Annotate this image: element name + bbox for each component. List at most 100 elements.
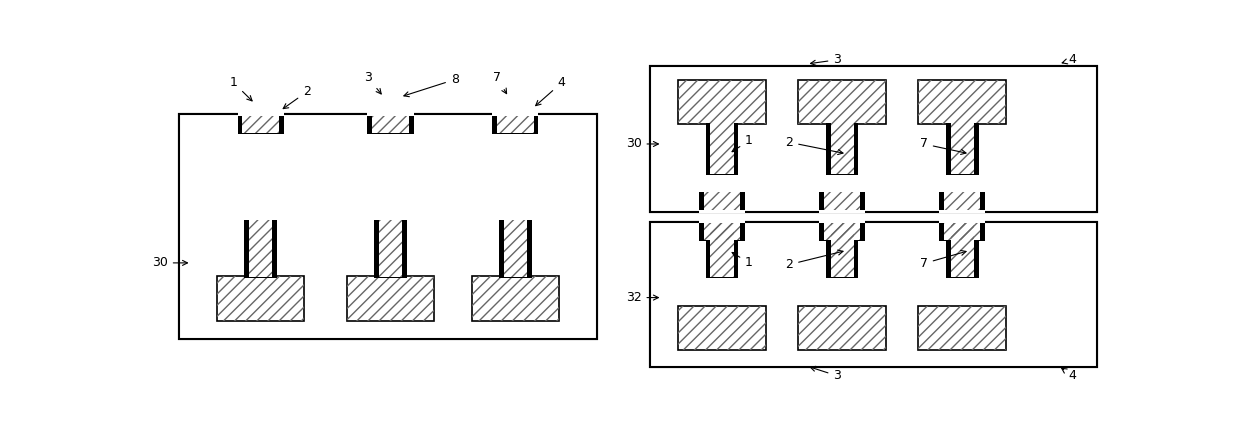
Bar bbox=[704, 220, 740, 240]
Bar bbox=[939, 210, 986, 213]
Bar bbox=[820, 220, 866, 223]
Text: 32: 32 bbox=[626, 291, 658, 304]
Bar bbox=[699, 210, 745, 213]
Bar bbox=[711, 222, 734, 277]
Bar bbox=[472, 276, 558, 321]
Text: 4: 4 bbox=[536, 76, 565, 106]
Bar bbox=[706, 123, 738, 175]
Bar bbox=[939, 220, 986, 242]
Text: 1: 1 bbox=[732, 134, 753, 152]
Text: 8: 8 bbox=[404, 73, 459, 97]
Bar bbox=[367, 112, 413, 115]
Bar bbox=[944, 192, 981, 212]
Bar bbox=[704, 220, 740, 240]
Bar bbox=[946, 222, 978, 278]
Bar bbox=[678, 79, 766, 124]
Text: 7: 7 bbox=[920, 137, 966, 154]
Bar bbox=[711, 123, 734, 174]
Bar bbox=[831, 123, 853, 174]
Bar bbox=[918, 306, 1007, 350]
Text: 7: 7 bbox=[494, 71, 507, 94]
Bar bbox=[503, 220, 527, 277]
Bar bbox=[179, 114, 598, 339]
Text: 2: 2 bbox=[785, 250, 843, 271]
Bar bbox=[249, 220, 273, 277]
Bar bbox=[823, 220, 861, 240]
Text: 1: 1 bbox=[229, 76, 252, 101]
Bar bbox=[179, 114, 598, 339]
Bar bbox=[249, 220, 273, 277]
Bar bbox=[497, 112, 533, 133]
Bar bbox=[367, 112, 413, 115]
Bar bbox=[379, 220, 402, 277]
Bar bbox=[918, 79, 1007, 124]
Bar bbox=[238, 112, 284, 115]
Bar bbox=[826, 222, 858, 278]
Bar bbox=[797, 306, 887, 350]
Text: 7: 7 bbox=[920, 251, 966, 270]
Text: 2: 2 bbox=[283, 85, 311, 109]
Bar bbox=[944, 192, 981, 212]
Bar bbox=[918, 306, 1007, 350]
Bar bbox=[706, 222, 738, 278]
Text: 3: 3 bbox=[365, 71, 381, 94]
Bar bbox=[243, 112, 279, 133]
Bar bbox=[238, 112, 284, 134]
Bar bbox=[820, 220, 866, 223]
Bar bbox=[244, 220, 277, 278]
Bar bbox=[497, 112, 533, 133]
Bar bbox=[951, 123, 973, 174]
Bar bbox=[939, 220, 986, 223]
Bar bbox=[372, 112, 409, 133]
Bar bbox=[367, 112, 413, 134]
Bar bbox=[492, 112, 538, 134]
Bar bbox=[820, 220, 866, 242]
Text: 30: 30 bbox=[626, 137, 658, 151]
Bar bbox=[704, 192, 740, 212]
Bar bbox=[347, 276, 434, 321]
Bar bbox=[492, 112, 538, 115]
Text: 4: 4 bbox=[1061, 368, 1076, 382]
Bar bbox=[831, 123, 853, 174]
Bar bbox=[820, 210, 866, 213]
Bar bbox=[951, 222, 973, 277]
Bar bbox=[238, 112, 284, 115]
Bar bbox=[650, 222, 1096, 367]
Bar bbox=[944, 220, 981, 240]
Bar bbox=[939, 220, 986, 223]
Text: 1: 1 bbox=[732, 252, 753, 269]
Bar bbox=[498, 220, 532, 278]
Bar bbox=[831, 222, 853, 277]
Bar bbox=[650, 222, 1096, 367]
Bar bbox=[711, 222, 734, 277]
Text: 3: 3 bbox=[811, 53, 841, 66]
Bar bbox=[374, 220, 407, 278]
Bar bbox=[823, 220, 861, 240]
Bar bbox=[797, 306, 887, 350]
Bar bbox=[699, 220, 745, 223]
Bar bbox=[797, 79, 887, 124]
Bar bbox=[944, 220, 981, 240]
Bar bbox=[820, 192, 866, 213]
Bar bbox=[678, 306, 766, 350]
Text: 30: 30 bbox=[151, 257, 187, 269]
Bar bbox=[797, 79, 887, 124]
Bar bbox=[678, 79, 766, 124]
Bar bbox=[503, 220, 527, 277]
Bar bbox=[951, 222, 973, 277]
Bar bbox=[826, 123, 858, 175]
Bar bbox=[704, 192, 740, 212]
Bar bbox=[217, 276, 304, 321]
Text: 2: 2 bbox=[785, 136, 843, 154]
Bar bbox=[939, 210, 986, 213]
Bar bbox=[946, 123, 978, 175]
Bar bbox=[939, 192, 986, 213]
Text: 4: 4 bbox=[1063, 53, 1076, 66]
Bar bbox=[823, 192, 861, 212]
Bar bbox=[347, 276, 434, 321]
Bar bbox=[492, 112, 538, 115]
Bar bbox=[699, 192, 745, 213]
Bar bbox=[379, 220, 402, 277]
Bar bbox=[711, 123, 734, 174]
Bar bbox=[650, 66, 1096, 211]
